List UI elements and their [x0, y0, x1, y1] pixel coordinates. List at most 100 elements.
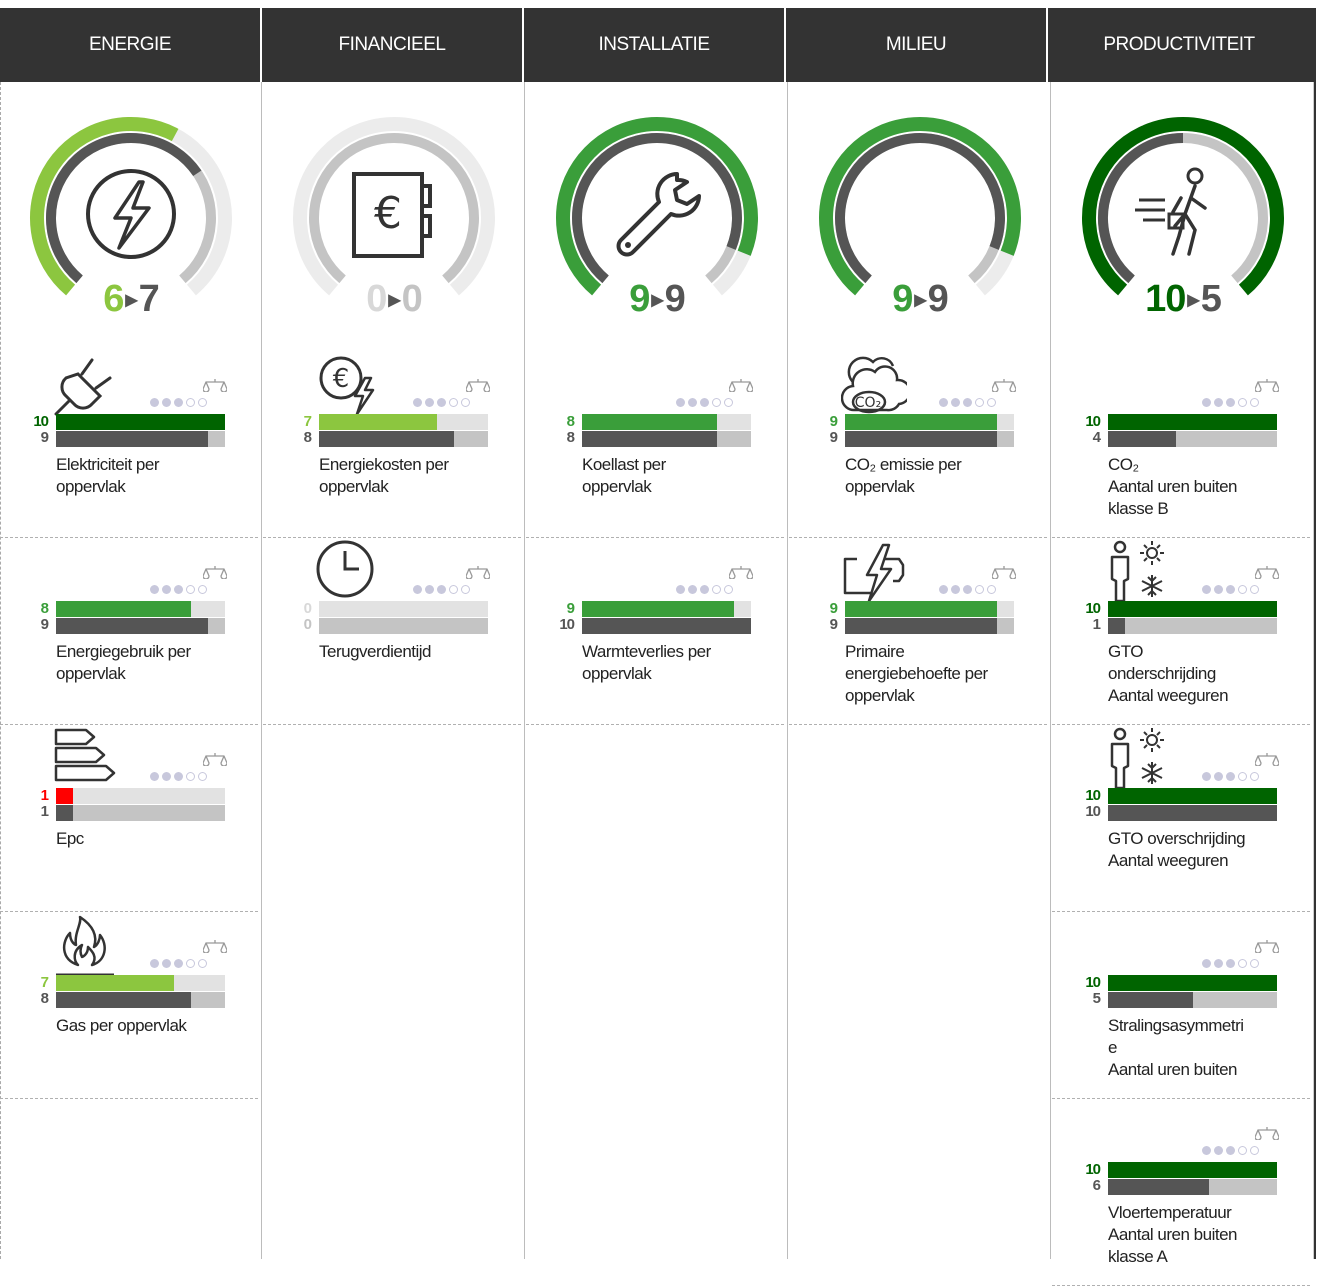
kpi-value-new: 0 [303, 600, 312, 617]
kpi-bar-new [845, 601, 1014, 617]
score-after: 9 [927, 278, 949, 320]
balance-scale-icon[interactable] [991, 378, 1017, 393]
kpi-bar-current-fill [582, 431, 718, 447]
rating-dot [1202, 959, 1211, 968]
score-readout: 6 ▶7 [0, 278, 262, 321]
kpi-item[interactable]: 10 10 GTO overschrijding Aantal weeguren [1052, 726, 1314, 912]
kpi-item[interactable]: CO₂ 9 9 CO₂ emissie per oppervlak [789, 352, 1051, 538]
rating-dot [162, 398, 171, 407]
kpi-item[interactable]: 10 6 Vloertemperatuur Aantal uren buiten … [1052, 1100, 1314, 1286]
kpi-bars [319, 601, 488, 634]
rating-dot [1226, 772, 1235, 781]
kpi-bar-new-fill [582, 414, 718, 430]
balance-scale-icon[interactable] [728, 378, 754, 393]
tab-energie[interactable]: ENERGIE [0, 8, 262, 82]
kpi-divider [1052, 537, 1310, 538]
column-financieel: €0 ▶0 €7 8 Energiekosten per oppervlak 0 0 Te… [263, 82, 525, 1259]
balance-scale-icon[interactable] [1254, 939, 1280, 954]
walking-person-icon [1133, 164, 1233, 264]
kpi-item[interactable]: 10 5 Stralingsasymmetri e Aantal uren bui… [1052, 913, 1314, 1099]
score-readout: 0 ▶0 [263, 278, 525, 321]
balance-scale-icon[interactable] [202, 565, 228, 580]
kpi-value-new: 10 [1085, 413, 1101, 430]
rating-dot [174, 959, 183, 968]
score-before: 10 [1145, 278, 1186, 320]
kpi-divider [789, 724, 1047, 725]
score-gauge [814, 112, 1026, 324]
balance-scale-icon[interactable] [1254, 565, 1280, 580]
kpi-divider [526, 537, 784, 538]
kpi-label: Energiekosten per oppervlak [319, 455, 449, 496]
primary-energy-icon [841, 539, 907, 605]
kpi-item[interactable]: 10 4 CO₂ Aantal uren buiten klasse B [1052, 352, 1314, 538]
kpi-value-new: 10 [1085, 600, 1101, 617]
kpi-value-new: 10 [1085, 1161, 1101, 1178]
kpi-value-new: 10 [1085, 787, 1101, 804]
rating-dots [150, 959, 207, 968]
gauge-outer-fill [819, 117, 1021, 296]
balance-scale-icon[interactable] [202, 378, 228, 393]
rating-dot [1214, 585, 1223, 594]
balance-scale-icon[interactable] [465, 565, 491, 580]
rating-dot [939, 398, 948, 407]
kpi-bar-current [56, 992, 225, 1008]
tab-milieu[interactable]: MILIEU [786, 8, 1048, 82]
kpi-bars [56, 788, 225, 821]
kpi-bars [1108, 601, 1277, 634]
kpi-bar-new-fill [845, 414, 998, 430]
kpi-item[interactable]: 9 10 Warmteverlies per oppervlak [526, 539, 788, 725]
right-edge [1313, 8, 1316, 1259]
kpi-bar-current [582, 431, 751, 447]
kpi-values: 10 1 [1076, 600, 1101, 633]
kpi-label: Energiegebruik per oppervlak [56, 642, 191, 683]
kpi-bar-new [582, 601, 751, 617]
rating-dot [186, 772, 195, 781]
column-milieu: 9 ▶9 CO₂ 9 9 CO₂ emissie per oppervlak 9 9 Pri… [789, 82, 1051, 1259]
balance-scale-icon[interactable] [991, 565, 1017, 580]
rating-dot [150, 398, 159, 407]
balance-scale-icon[interactable] [202, 752, 228, 767]
score-after: 7 [138, 278, 160, 320]
balance-scale-icon[interactable] [202, 939, 228, 954]
kpi-bar-current [1108, 992, 1277, 1008]
balance-scale-icon[interactable] [1254, 378, 1280, 393]
rating-dot [1202, 398, 1211, 407]
kpi-bar-new [582, 414, 751, 430]
rating-dot [1226, 585, 1235, 594]
tab-productiviteit[interactable]: PRODUCTIVITEIT [1103, 34, 1255, 55]
kpi-bar-current-fill [319, 431, 455, 447]
kpi-value-new: 10 [1085, 974, 1101, 991]
rating-dots [1202, 398, 1259, 407]
score-before: 9 [629, 278, 650, 320]
kpi-item[interactable]: 10 1 GTO onderschrijding Aantal weeguren [1052, 539, 1314, 725]
balance-scale-icon[interactable] [728, 565, 754, 580]
balance-scale-icon[interactable] [1254, 752, 1280, 767]
kpi-item[interactable]: €7 8 Energiekosten per oppervlak [263, 352, 525, 538]
person-climate-icon [1104, 726, 1170, 792]
tab-installatie[interactable]: INSTALLATIE [524, 8, 786, 82]
balance-scale-icon[interactable] [1254, 1126, 1280, 1141]
plug-icon [52, 352, 118, 418]
rating-dots [939, 585, 996, 594]
tab-financieel[interactable]: FINANCIEEL [262, 8, 524, 82]
kpi-label: CO₂ emissie per oppervlak [845, 455, 962, 496]
rating-dot [1250, 1146, 1259, 1155]
score-gauge: € [288, 112, 500, 324]
kpi-item[interactable]: 10 9 Elektriciteit per oppervlak [0, 352, 262, 538]
rating-dot [700, 585, 709, 594]
rating-dot [174, 398, 183, 407]
kpi-values: 10 9 [24, 414, 49, 446]
rating-dot [975, 585, 984, 594]
balance-scale-icon[interactable] [465, 378, 491, 393]
rating-dot [1238, 585, 1247, 594]
kpi-bar-new [319, 601, 488, 617]
kpi-value-current: 6 [1092, 1177, 1101, 1194]
